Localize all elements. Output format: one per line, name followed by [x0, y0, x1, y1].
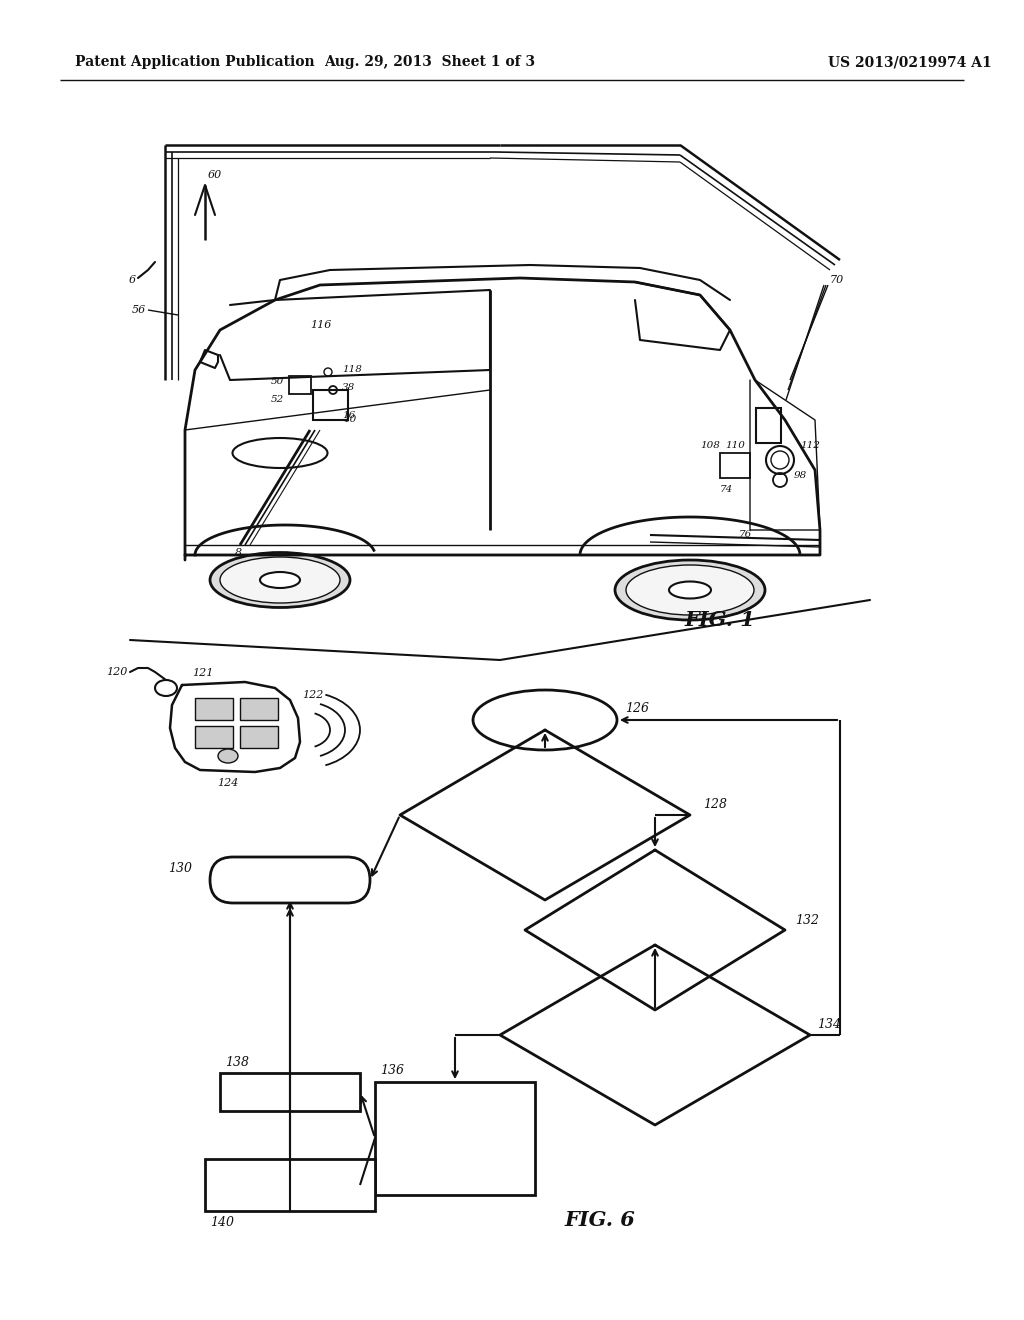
- Bar: [375, 1081, 535, 1195]
- Bar: [205, 1159, 375, 1210]
- Text: 74: 74: [720, 486, 733, 495]
- Text: 52: 52: [270, 396, 284, 404]
- Bar: [720, 453, 750, 478]
- Ellipse shape: [220, 557, 340, 603]
- Ellipse shape: [669, 582, 711, 598]
- Text: 118: 118: [342, 366, 361, 375]
- Text: 136: 136: [380, 1064, 404, 1077]
- Text: 76: 76: [738, 531, 752, 539]
- Text: 56: 56: [132, 305, 146, 315]
- Text: FIG. 6: FIG. 6: [564, 1210, 635, 1230]
- Text: 132: 132: [795, 913, 819, 927]
- Bar: [240, 726, 278, 748]
- Bar: [312, 389, 347, 420]
- Text: 120: 120: [106, 667, 128, 677]
- Text: 8: 8: [234, 548, 242, 558]
- Text: 121: 121: [193, 668, 213, 678]
- Text: 70: 70: [830, 275, 844, 285]
- Text: 10: 10: [343, 416, 356, 425]
- Bar: [240, 698, 278, 719]
- Text: 134: 134: [817, 1019, 841, 1031]
- Bar: [756, 408, 781, 444]
- Text: 138: 138: [225, 1056, 249, 1069]
- Ellipse shape: [626, 565, 754, 615]
- Ellipse shape: [615, 560, 765, 620]
- Text: 6: 6: [129, 275, 136, 285]
- Text: 116: 116: [310, 319, 332, 330]
- Ellipse shape: [210, 553, 350, 607]
- Text: 112: 112: [800, 441, 820, 450]
- Text: 108: 108: [700, 441, 720, 450]
- Text: 126: 126: [625, 701, 649, 714]
- Text: 110: 110: [725, 441, 744, 450]
- Text: Aug. 29, 2013  Sheet 1 of 3: Aug. 29, 2013 Sheet 1 of 3: [325, 55, 536, 69]
- Bar: [289, 376, 311, 393]
- Text: 16: 16: [342, 411, 355, 420]
- Text: 140: 140: [210, 1217, 234, 1229]
- Text: 130: 130: [168, 862, 193, 874]
- Bar: [195, 726, 233, 748]
- Text: 124: 124: [217, 777, 239, 788]
- Bar: [195, 698, 233, 719]
- Text: FIG. 1: FIG. 1: [685, 610, 756, 630]
- Text: US 2013/0219974 A1: US 2013/0219974 A1: [828, 55, 992, 69]
- Text: 128: 128: [703, 799, 727, 812]
- Text: 50: 50: [270, 378, 284, 387]
- Text: Patent Application Publication: Patent Application Publication: [75, 55, 314, 69]
- Text: 60: 60: [208, 170, 222, 180]
- Text: 38: 38: [342, 383, 355, 392]
- Text: 98: 98: [794, 471, 807, 480]
- Text: 122: 122: [302, 690, 324, 700]
- Ellipse shape: [473, 690, 617, 750]
- FancyBboxPatch shape: [210, 857, 370, 903]
- Ellipse shape: [218, 748, 238, 763]
- Bar: [220, 1073, 360, 1111]
- Ellipse shape: [260, 572, 300, 587]
